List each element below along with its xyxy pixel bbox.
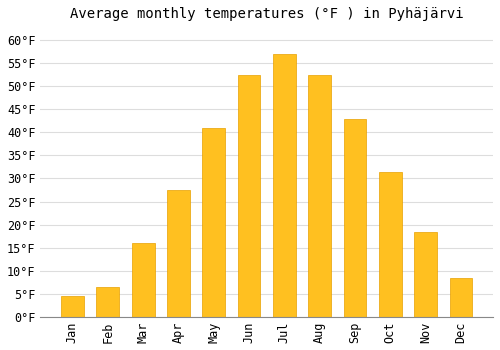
Title: Average monthly temperatures (°F ) in Pyhäjärvi: Average monthly temperatures (°F ) in Py… [70,7,464,21]
Bar [132,243,154,317]
Bar [450,278,472,317]
Bar [379,172,402,317]
Bar [273,54,296,317]
Bar [61,296,84,317]
Bar [167,190,190,317]
Bar [414,231,437,317]
Bar [308,75,331,317]
Bar [238,75,260,317]
Bar [202,128,225,317]
Bar [96,287,119,317]
Bar [344,119,366,317]
